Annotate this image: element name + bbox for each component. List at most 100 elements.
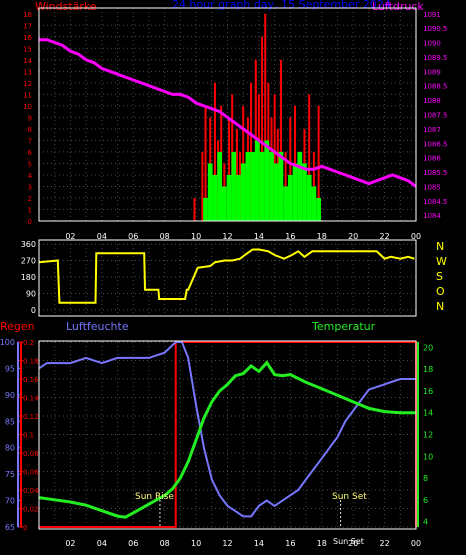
humidity-tick-label: 85 (5, 417, 15, 426)
x-tick-label: 14 (254, 232, 264, 241)
temperature-tick-label: 4 (423, 518, 428, 527)
x-tick-label: 14 (254, 539, 264, 548)
temperature-tick-label: 12 (423, 431, 433, 440)
pressure-tick-label: 1084.5 (423, 198, 448, 206)
direction-tick-label: 360 (21, 240, 36, 249)
humidity-tick-label: 90 (5, 391, 15, 400)
compass-label: N (436, 240, 444, 253)
rain-tick-label: 0.14 (23, 395, 39, 403)
pressure-tick-label: 1085 (423, 183, 441, 191)
wind-tick-label: 10 (23, 103, 32, 111)
wind-bar (287, 174, 293, 221)
x-axis-bottom: 02 04 06 08 10 12 14 16 18 20 22 00 (65, 539, 421, 548)
wind-bar (250, 151, 255, 221)
wind-tick-label: 18 (23, 11, 32, 19)
wind-tick-label: 3 (28, 183, 32, 191)
humidity-label: Luftfeuchte (66, 320, 129, 333)
rain-tick-label: 0 (23, 524, 27, 532)
direction-tick-label: 90 (26, 290, 36, 299)
pressure-tick-label: 1089 (423, 68, 441, 76)
wind-bar (212, 174, 218, 221)
temperature-axis: 4 6 8 10 12 14 16 18 20 (417, 342, 433, 527)
wind-bar (297, 151, 303, 221)
wind-tick-label: 5 (28, 160, 32, 168)
x-tick-label: 00 (411, 539, 421, 548)
humidity-tick-label: 80 (5, 444, 15, 453)
wind-bar (269, 151, 274, 221)
rain-label: Regen (0, 320, 35, 333)
wind-tick-label: 13 (23, 68, 32, 76)
wind-bar (302, 163, 307, 221)
temperature-tick-label: 8 (423, 474, 428, 483)
pressure-line (39, 38, 417, 188)
rain-tick-label: 0.02 (23, 506, 39, 514)
wind-tick-label: 12 (23, 80, 32, 88)
wind-tick-label: 0 (28, 218, 32, 226)
pressure-tick-label: 1085.5 (423, 169, 448, 177)
wind-tick-label: 16 (23, 34, 32, 42)
x-tick-label: 10 (191, 232, 201, 241)
sun-set-bottom-label: Sun Set (333, 537, 364, 546)
rain-tick-label: 0.18 (23, 358, 39, 366)
humidity-line (38, 341, 416, 518)
sun-set-label: Sun Set (332, 492, 367, 502)
pressure-label: Luftdruck (372, 0, 424, 13)
pressure-axis: 1084 1084.5 1085 1085.5 1086 1086.5 1087 1087.5… (423, 11, 448, 220)
temperature-label: Temperatur (311, 320, 376, 333)
lower-panel: Sun Rise Sun Set Sun Set 657075808590951… (0, 338, 433, 548)
rain-tick-label: 0.16 (23, 376, 39, 384)
rain-tick-label: 0.1 (23, 432, 34, 440)
wind-label: Windstärke (35, 0, 97, 13)
rain-tick-label: 0.04 (23, 487, 39, 495)
wind-bar (311, 186, 317, 221)
humidity-axis: 65 70 75 80 85 90 95 100 (0, 338, 22, 532)
x-tick-label: 18 (317, 232, 327, 241)
sun-markers (159, 500, 342, 527)
wind-bar (264, 140, 270, 221)
x-tick-label: 04 (97, 232, 107, 241)
wind-bar (203, 197, 208, 221)
temperature-tick-label: 6 (423, 496, 428, 505)
temperature-line (38, 360, 416, 519)
x-tick-label: 06 (128, 232, 138, 241)
x-tick-label: 22 (379, 539, 389, 548)
pressure-tick-label: 1090.5 (423, 25, 448, 33)
pressure-tick-label: 1084 (423, 212, 441, 220)
humidity-tick-label: 100 (0, 338, 15, 347)
wind-tick-label: 6 (28, 149, 33, 157)
compass-label: W (436, 255, 447, 268)
wind-bars (203, 140, 321, 221)
pressure-tick-label: 1091 (423, 11, 441, 19)
pressure-tick-label: 1087 (423, 126, 441, 134)
wind-bar (306, 174, 312, 221)
direction-line (38, 248, 415, 304)
direction-tick-label: 180 (21, 273, 36, 282)
x-tick-label: 02 (65, 232, 75, 241)
humidity-tick-label: 70 (5, 497, 15, 506)
rain-tick-label: 0.06 (23, 469, 39, 477)
pressure-tick-label: 1088 (423, 97, 441, 105)
pressure-tick-label: 1087.5 (423, 112, 448, 120)
rain-axis: 0 0.02 0.04 0.06 0.08 0.1 0.12 0.14 0.16 0.18 0.2 (19, 339, 39, 532)
wind-bar (254, 140, 260, 221)
direction-tick-label: 270 (21, 257, 36, 266)
pressure-tick-label: 1090 (423, 40, 441, 48)
x-tick-label: 12 (222, 232, 232, 241)
sun-rise-label: Sun Rise (135, 492, 174, 502)
wind-bar (273, 163, 279, 221)
x-tick-label: 12 (222, 539, 232, 548)
pressure-tick-label: 1088.5 (423, 83, 448, 91)
direction-frame (38, 239, 417, 317)
pressure-tick-label: 1089.5 (423, 54, 448, 62)
chart-title: 24 hour graph day, 15 September 2024 (172, 0, 391, 11)
x-tick-label: 08 (160, 539, 170, 548)
x-tick-label: 04 (97, 539, 107, 548)
wind-tick-label: 2 (28, 195, 32, 203)
temperature-tick-label: 10 (423, 452, 433, 461)
x-tick-label: 10 (191, 539, 201, 548)
direction-tick-label: 0 (31, 306, 36, 315)
wind-bar (278, 151, 284, 221)
